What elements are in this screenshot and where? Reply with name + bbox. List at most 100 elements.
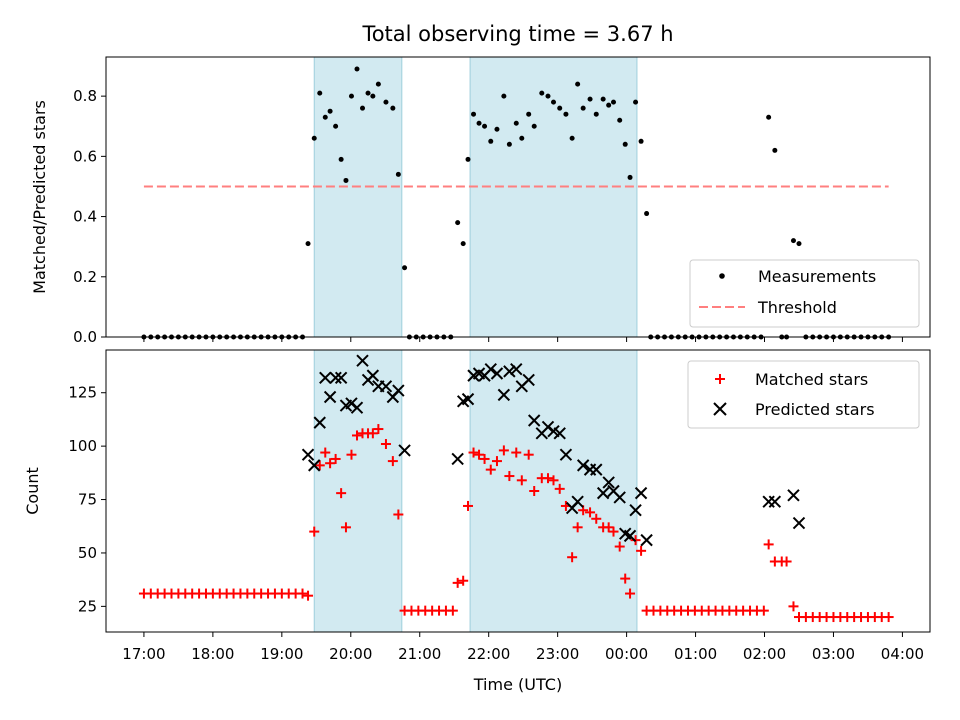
- measurement-point: [482, 123, 488, 129]
- bottom-y-tick-label: 50: [78, 544, 97, 562]
- matched-star-point: [614, 541, 625, 552]
- measurement-point: [513, 120, 519, 126]
- matched-star-point: [567, 552, 578, 563]
- measurements-legend-label: Measurements: [758, 267, 876, 286]
- measurement-point: [383, 99, 389, 105]
- predicted-star-point: [553, 427, 566, 440]
- matched-star-point: [380, 439, 391, 449]
- matched-star-point: [485, 464, 496, 475]
- x-axis-label: Time (UTC): [473, 675, 562, 694]
- measurement-point: [569, 135, 575, 141]
- predicted-star-point: [497, 388, 511, 402]
- matched-star-point: [608, 526, 619, 537]
- measurement-point: [402, 265, 408, 271]
- predicted-star-point: [629, 504, 642, 517]
- measurement-point: [488, 138, 494, 144]
- shaded-interval: [469, 56, 638, 338]
- measurement-point: [333, 123, 339, 129]
- predicted-star-point: [350, 401, 364, 414]
- x-tick-label: 04:00: [881, 645, 924, 663]
- measurement-point: [317, 90, 323, 96]
- x-tick-label: 19:00: [260, 645, 303, 663]
- bottom-y-ticks: 25 50 75 100 125: [68, 384, 106, 615]
- measurement-point: [790, 238, 796, 244]
- matched-star-point: [463, 500, 474, 511]
- predicted-star-point: [602, 476, 615, 489]
- predicted-star-point: [451, 452, 464, 466]
- measurement-point: [772, 147, 778, 153]
- top-y-tick-label: 0.2: [73, 268, 97, 286]
- matched-star-point: [373, 424, 384, 435]
- measurement-point: [766, 114, 772, 120]
- matched-star-point: [297, 588, 308, 599]
- measurement-point: [627, 174, 633, 180]
- predicted-star-point: [379, 380, 393, 393]
- matched-star-point: [303, 590, 314, 601]
- top-y-tick-label: 0.6: [73, 147, 97, 165]
- measurement-point: [638, 138, 644, 144]
- measurement-point: [600, 96, 606, 102]
- measurement-point: [311, 135, 317, 141]
- matched-star-point: [458, 575, 469, 586]
- matched-star-point: [504, 471, 515, 482]
- measurement-point: [395, 171, 401, 177]
- predicted-star-point: [484, 363, 497, 376]
- bottom-shaded-intervals: [313, 349, 638, 633]
- predicted-star-point: [313, 416, 326, 429]
- measurement-point: [465, 156, 471, 162]
- bottom-axes-frame: [105, 349, 931, 633]
- x-tick-label: 20:00: [329, 645, 372, 663]
- matched-star-point: [636, 545, 647, 556]
- matched-star-point: [309, 526, 320, 537]
- matched-star-point: [320, 447, 331, 458]
- measurement-point: [611, 99, 617, 105]
- x-tick-label: 02:00: [743, 645, 786, 663]
- matched-star-point: [511, 447, 522, 458]
- chart-title: Total observing time = 3.67 h: [361, 22, 673, 46]
- matched-star-point: [330, 453, 341, 464]
- predicted-star-point: [527, 414, 541, 427]
- x-tick-label: 23:00: [536, 645, 579, 663]
- matched-star-point: [548, 475, 559, 486]
- bottom-legend: Matched stars Predicted stars: [687, 360, 920, 429]
- matched-star-point: [516, 475, 527, 486]
- predicted-star-point: [398, 444, 411, 457]
- matched-star-point: [788, 601, 799, 612]
- measurement-point: [622, 141, 628, 147]
- matched-star-point: [447, 605, 458, 616]
- measurement-point: [587, 96, 593, 102]
- matched-star-point: [554, 483, 565, 494]
- matched-stars-legend-label: Matched stars: [755, 370, 868, 389]
- measurement-point: [390, 105, 396, 111]
- measurement-point: [305, 241, 311, 247]
- predicted-star-point: [301, 448, 315, 461]
- bottom-panel: 25 50 75 100 125 17:00 18:00 19:00 20:00 21:00 22…: [23, 349, 931, 694]
- predicted-star-point: [634, 486, 648, 500]
- threshold-legend-label: Threshold: [757, 298, 837, 317]
- matched-star-point: [591, 513, 602, 524]
- predicted-star-point: [559, 448, 573, 461]
- measurement-point: [526, 111, 532, 117]
- predicted-star-point: [392, 384, 405, 397]
- measurement-point: [338, 156, 344, 162]
- measurement-point: [557, 105, 563, 111]
- top-legend-box: [689, 259, 920, 328]
- matched-star-point: [314, 460, 325, 471]
- measurement-point: [796, 241, 802, 247]
- measurement-point: [551, 99, 557, 105]
- x-tick-label: 17:00: [122, 645, 165, 663]
- top-axes-frame: [105, 56, 931, 338]
- measurement-point: [563, 111, 569, 117]
- x-tick-label: 21:00: [398, 645, 441, 663]
- top-y-tick-label: 0.4: [73, 208, 97, 226]
- predicted-star-point: [571, 495, 584, 508]
- matched-star-point: [393, 509, 404, 520]
- predicted-stars-legend-label: Predicted stars: [755, 400, 875, 419]
- matched-star-point: [758, 605, 769, 616]
- measurement-point: [633, 99, 639, 105]
- matched-star-point: [883, 612, 894, 623]
- matched-star-point: [585, 507, 596, 518]
- measurement-point: [506, 141, 512, 147]
- measurement-point: [476, 120, 482, 126]
